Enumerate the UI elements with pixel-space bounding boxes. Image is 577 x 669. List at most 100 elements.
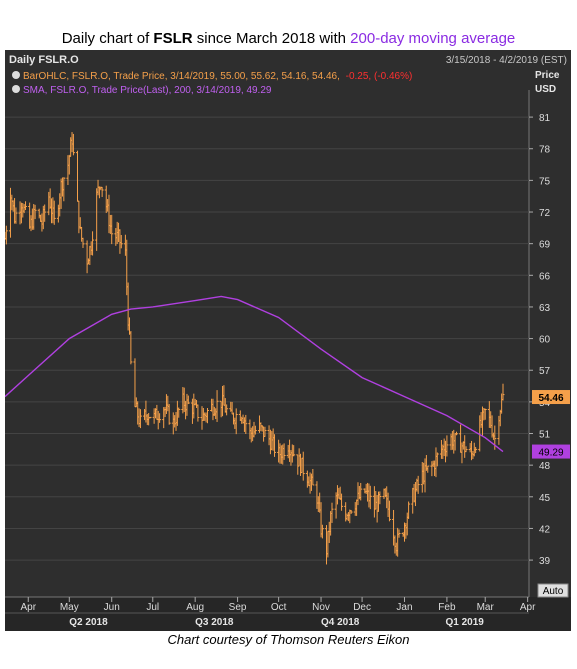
price-bar — [4, 225, 8, 245]
price-bar — [129, 330, 133, 365]
x-quarter-label: Q2 2018 — [69, 617, 108, 628]
headline-prefix: Daily chart of — [61, 30, 154, 47]
price-bar — [501, 383, 505, 401]
price-bar — [483, 408, 487, 420]
y-tick-label: 42 — [539, 524, 551, 535]
price-bar — [43, 204, 47, 222]
x-tick-label: Sep — [229, 602, 247, 613]
x-quarter-label: Q3 2018 — [195, 617, 234, 628]
headline-sma-text: 200-day moving average — [350, 30, 516, 47]
x-tick-label: Oct — [271, 602, 287, 613]
price-bar — [138, 409, 142, 429]
price-bar — [196, 404, 200, 422]
x-tick-label: Nov — [312, 602, 330, 613]
price-bar — [407, 501, 411, 519]
last-price-tag-bg — [532, 390, 570, 405]
legend-ohlc-change: -0.25, (-0.46%) — [346, 71, 413, 82]
last-sma-tag-text: 49.29 — [538, 448, 563, 459]
price-bar — [387, 500, 391, 522]
price-bar — [416, 475, 420, 494]
price-bar — [301, 451, 305, 481]
price-bar — [14, 207, 18, 224]
price-bar — [349, 509, 353, 514]
auto-scale-label[interactable]: Auto — [543, 586, 564, 597]
y-tick-label: 48 — [539, 461, 551, 472]
price-bar — [81, 237, 85, 248]
price-bar — [52, 200, 56, 225]
y-tick-label: 78 — [539, 145, 551, 156]
y-tick-label: 75 — [539, 176, 551, 187]
legend-sma-text: SMA, FSLR.O, Trade Price(Last), 200, 3/1… — [23, 85, 272, 96]
price-bar — [378, 491, 382, 505]
last-price-tag: 54.46 — [532, 390, 570, 405]
price-bar — [234, 408, 238, 435]
price-bar — [71, 133, 75, 156]
price-bar — [33, 204, 37, 220]
date-range: 3/15/2018 - 4/2/2019 (EST) — [446, 55, 567, 66]
price-bar — [253, 425, 257, 435]
price-bar — [340, 493, 344, 511]
x-tick-label: Apr — [20, 602, 36, 613]
price-bar — [225, 404, 229, 416]
svg-text:BarOHLC, FSLR.O, Trade Price,: BarOHLC, FSLR.O, Trade Price, 3/14/2019,… — [23, 71, 412, 82]
x-tick-label: Jul — [146, 602, 159, 613]
y-tick-label: 81 — [539, 113, 551, 124]
price-bar — [95, 188, 99, 251]
x-tick-label: May — [60, 602, 79, 613]
grid-lines — [5, 90, 530, 597]
y-tick-label: 39 — [539, 556, 551, 567]
y-tick-label: 63 — [539, 303, 551, 314]
legend-sma[interactable]: SMA, FSLR.O, Trade Price(Last), 200, 3/1… — [12, 85, 272, 96]
price-bar — [464, 446, 468, 453]
price-bar — [454, 431, 458, 436]
x-axis-bg — [5, 597, 571, 631]
y-tick-label: 72 — [539, 208, 551, 219]
price-bar — [474, 446, 478, 454]
price-bar — [311, 468, 315, 486]
price-bar — [435, 452, 439, 467]
price-bar — [186, 395, 190, 405]
y-tick-label: 57 — [539, 366, 551, 377]
price-bar — [24, 201, 28, 211]
x-quarter-label: Q1 2019 — [446, 617, 485, 628]
price-bars[interactable] — [3, 132, 505, 565]
x-tick-label: Dec — [353, 602, 371, 613]
price-bar — [110, 214, 114, 245]
price-bar — [397, 529, 401, 538]
y-tick-label: 69 — [539, 240, 551, 251]
legend-ohlc-icon[interactable] — [12, 71, 20, 79]
axis-title-usd: USD — [535, 84, 556, 95]
auto-scale-button[interactable]: Auto — [537, 583, 569, 598]
auto-scale-bg[interactable] — [537, 583, 569, 598]
x-tick-label: Apr — [520, 602, 536, 613]
price-bar — [244, 414, 248, 434]
price-bar — [158, 413, 162, 423]
x-tick-label: Jan — [396, 602, 412, 613]
axis-title-price: Price — [535, 70, 560, 81]
sma-line[interactable] — [4, 295, 504, 453]
legend-ohlc[interactable]: BarOHLC, FSLR.O, Trade Price, 3/14/2019,… — [12, 71, 412, 82]
price-bar — [426, 465, 430, 473]
price-bar — [445, 435, 449, 457]
legend-sma-icon[interactable] — [12, 85, 20, 93]
y-tick-label: 60 — [539, 335, 551, 346]
price-bar — [263, 426, 267, 437]
price-bar — [205, 407, 209, 424]
chart-caption: Chart courtesy of Thomson Reuters Eikon — [167, 632, 410, 647]
price-bar — [85, 240, 89, 274]
price-bar — [177, 407, 181, 418]
price-bar — [91, 231, 95, 256]
headline-middle: since March 2018 with — [192, 30, 351, 47]
x-tick-label: Aug — [186, 602, 204, 613]
last-sma-tag-bg — [532, 444, 570, 459]
chart-panel[interactable]: 394245485154576063666972757881 AprMayJun… — [3, 50, 571, 631]
x-axis: Apr May Jun Jul Aug Sep Oct Nov Dec Jan Feb Mar Apr Q… — [5, 596, 571, 631]
chart-headline: Daily chart of FSLR since March 2018 wit… — [0, 30, 577, 47]
price-chart[interactable]: 394245485154576063666972757881 AprMayJun… — [3, 50, 571, 631]
y-tick-label: 45 — [539, 493, 551, 504]
headline-ticker: FSLR — [153, 30, 193, 47]
price-bar — [119, 234, 123, 249]
last-price-tag-text: 54.46 — [538, 393, 563, 404]
price-bar — [359, 482, 363, 501]
y-tick-label: 66 — [539, 271, 551, 282]
